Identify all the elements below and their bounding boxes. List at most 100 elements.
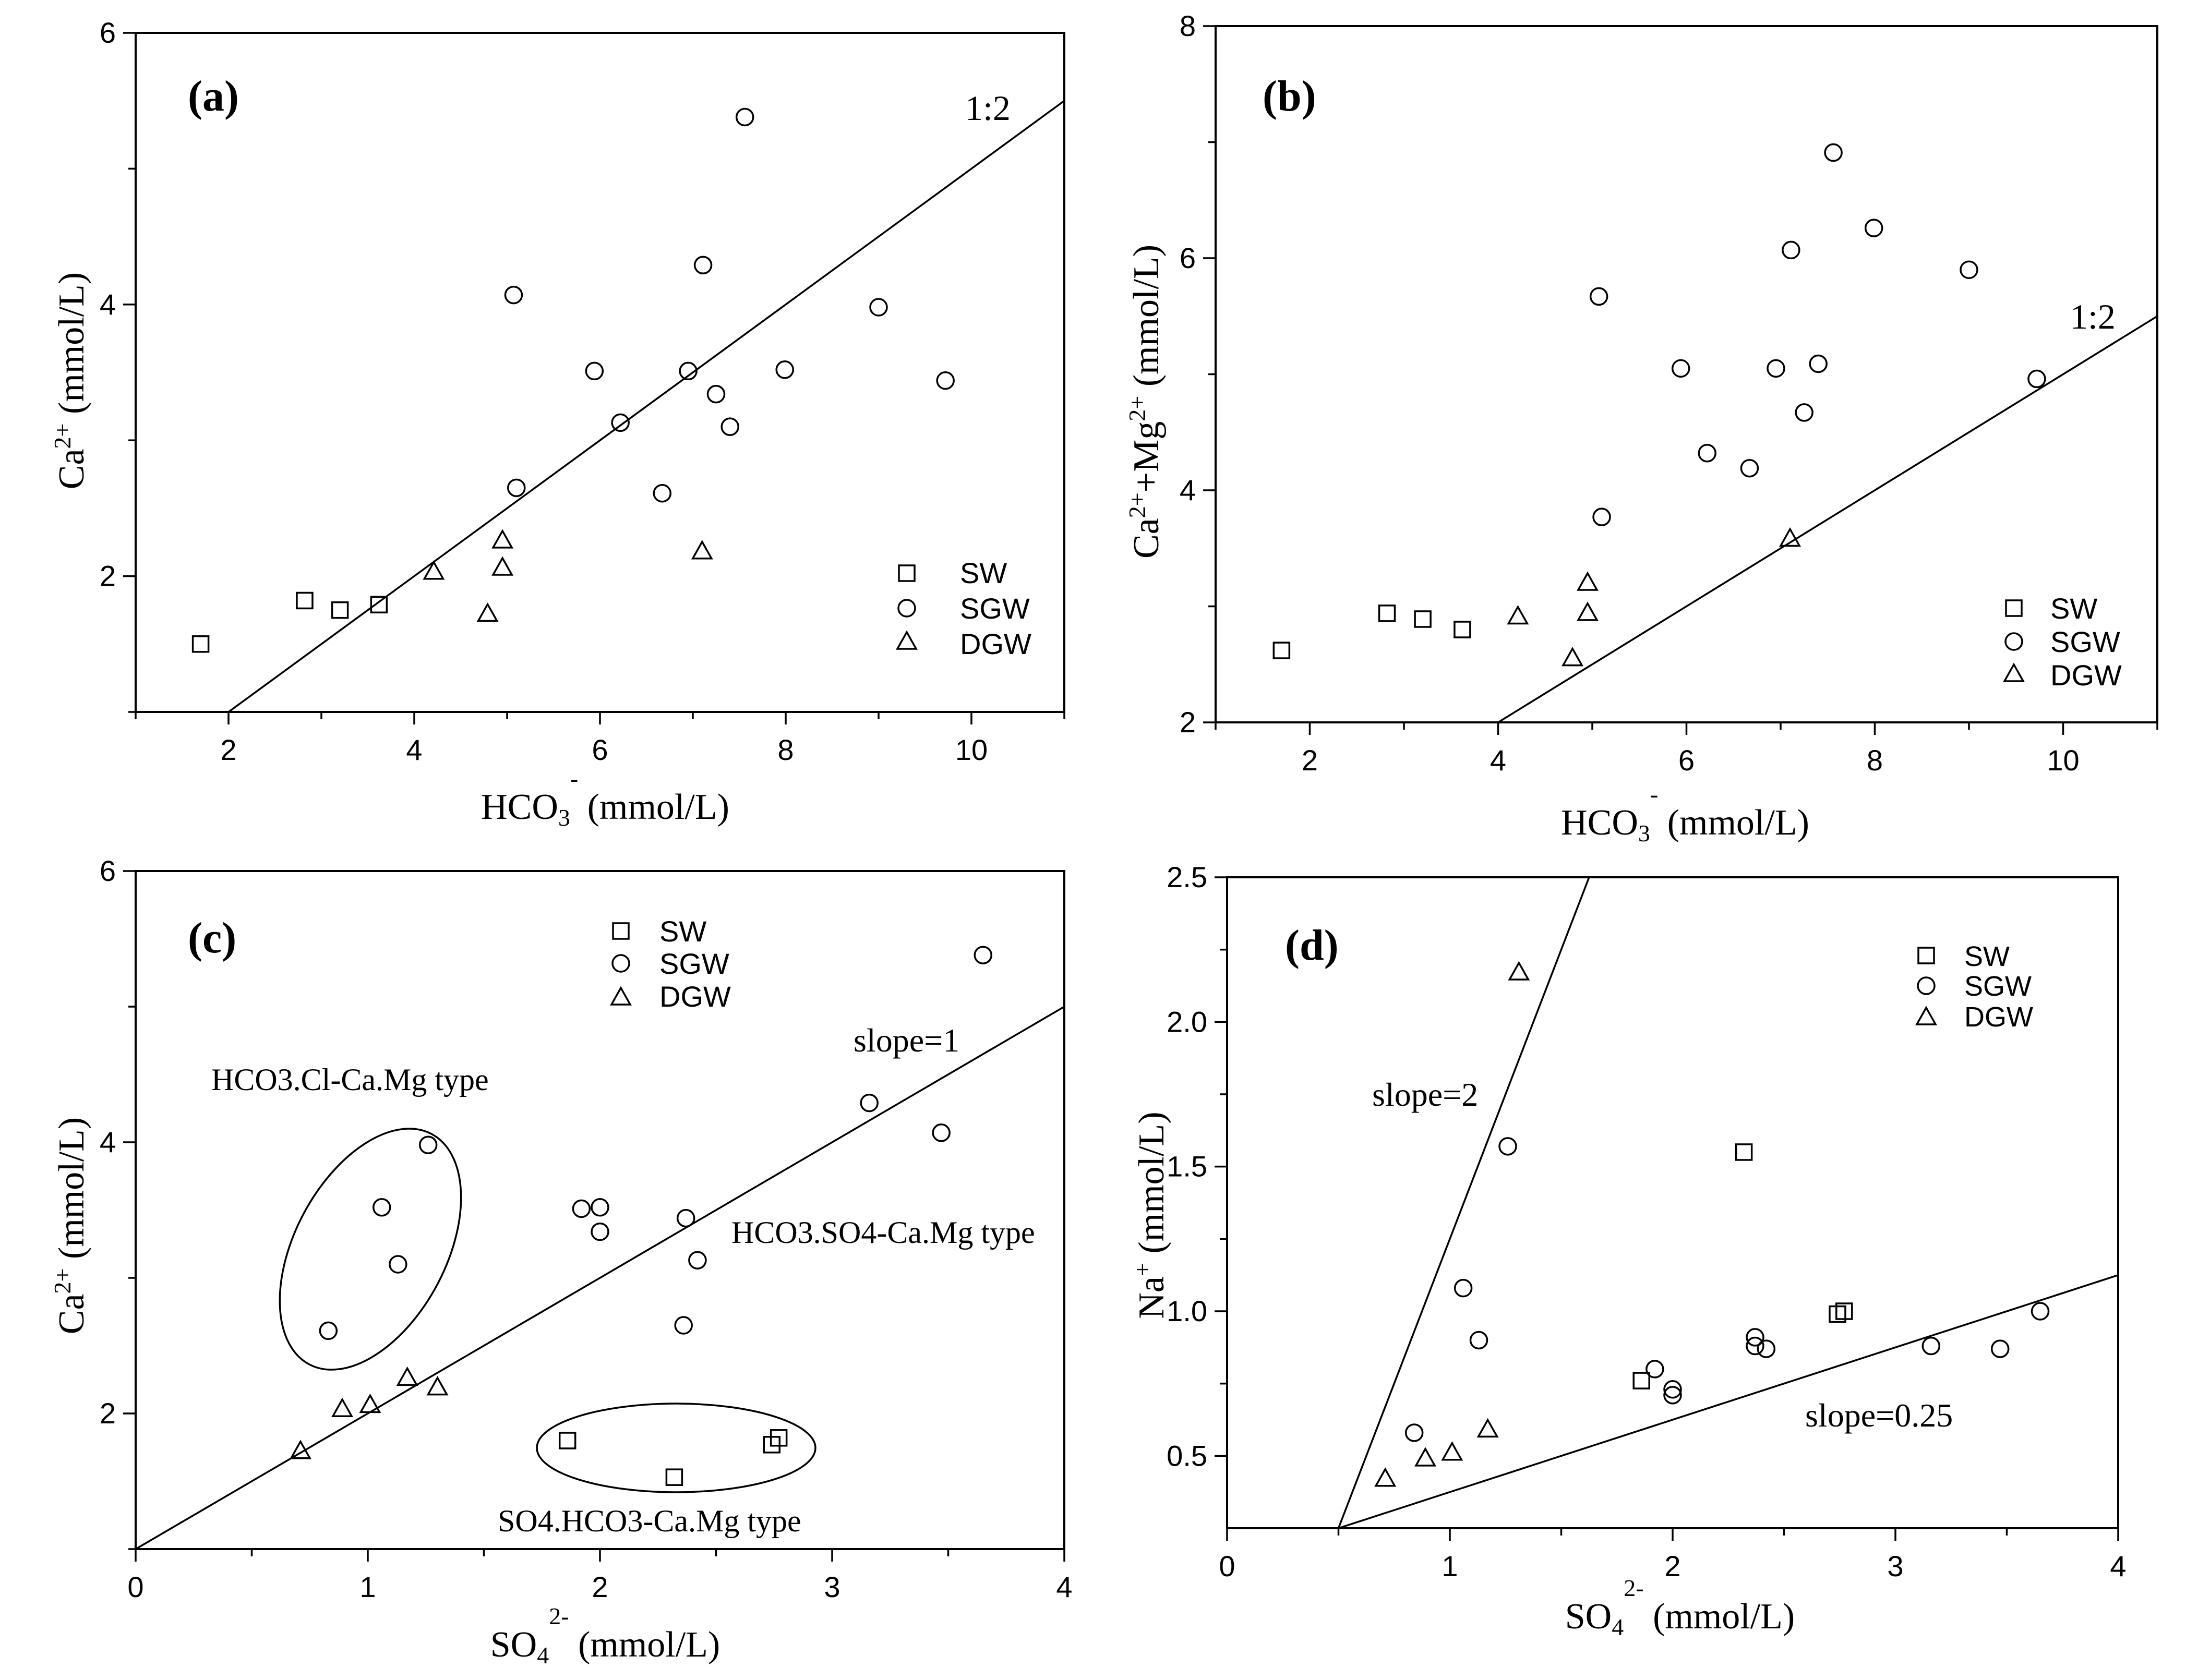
sgw-circle-marker bbox=[860, 1093, 879, 1113]
sw-square-marker bbox=[1414, 610, 1432, 628]
panel-c-markers bbox=[289, 946, 992, 1486]
panel-c-legend-label-dgw: DGW bbox=[659, 980, 731, 1013]
panel-a-legend: SW SGW DGW bbox=[896, 557, 1031, 660]
y-tick-label: 4 bbox=[1180, 474, 1196, 506]
sw-square-marker bbox=[1378, 605, 1396, 622]
dgw-triangle-marker bbox=[491, 529, 514, 549]
dgw-triangle-marker bbox=[1562, 647, 1584, 667]
panel-c-annotation-so4-hco3: SO4.HCO3-Ca.Mg type bbox=[498, 1504, 801, 1538]
dgw-triangle-marker bbox=[1507, 605, 1529, 625]
sgw-circle-marker bbox=[418, 1135, 438, 1154]
panel-d-reference-lines bbox=[1337, 877, 2119, 1529]
panel-b-legend-label-sgw: SGW bbox=[2050, 625, 2120, 658]
panel-a-markers bbox=[191, 107, 955, 653]
x-tick-label: 10 bbox=[955, 733, 988, 766]
sgw-circle-marker bbox=[1824, 143, 1843, 162]
panel-a-legend-entry-sgw: SGW bbox=[897, 592, 1030, 625]
sw-square-marker bbox=[296, 591, 314, 610]
sw-square-marker bbox=[1632, 1372, 1650, 1389]
sw-square-marker bbox=[1835, 1302, 1853, 1320]
y-tick-label: 6 bbox=[100, 16, 116, 49]
sgw-circle-marker bbox=[932, 1123, 951, 1142]
x-tick-label: 3 bbox=[824, 1570, 840, 1603]
panel-d-legend-entry-sgw: SGW bbox=[1917, 971, 2032, 1002]
legend-circle-marker bbox=[1917, 976, 1936, 995]
sgw-circle-marker bbox=[1757, 1339, 1776, 1358]
sgw-circle-marker bbox=[591, 1198, 609, 1217]
legend-triangle-marker bbox=[1915, 1006, 1937, 1025]
y-tick-label: 2.0 bbox=[1167, 1005, 1207, 1038]
y-tick-label: 1.0 bbox=[1167, 1295, 1207, 1327]
panel-c-legend-entry-sw: SW bbox=[612, 915, 706, 948]
panel-a-legend-entry-dgw: DGW bbox=[896, 627, 1031, 660]
panel-d-legend-label-dgw: DGW bbox=[1964, 1001, 2033, 1033]
sgw-circle-marker bbox=[585, 361, 604, 381]
reference-line bbox=[227, 100, 1065, 713]
sgw-circle-marker bbox=[372, 1198, 391, 1217]
dgw-triangle-marker bbox=[426, 1376, 449, 1396]
x-tick-label: 2 bbox=[220, 733, 236, 766]
panel-c-annotation-hco3-cl: HCO3.Cl-Ca.Mg type bbox=[211, 1062, 489, 1097]
sgw-circle-marker bbox=[572, 1199, 591, 1218]
sgw-circle-marker bbox=[319, 1321, 338, 1340]
sw-square-marker bbox=[665, 1468, 683, 1486]
dgw-triangle-marker bbox=[476, 602, 499, 622]
panel-c-legend-label-sw: SW bbox=[659, 915, 706, 948]
y-tick-label: 4 bbox=[100, 1126, 116, 1158]
panel-d-refline-label-shallow: slope=0.25 bbox=[1805, 1397, 1953, 1434]
panel-b-legend-entry-sw: SW bbox=[2005, 592, 2097, 625]
sgw-circle-marker bbox=[869, 298, 888, 317]
x-tick-label: 6 bbox=[1678, 744, 1695, 777]
x-tick-label: 2 bbox=[592, 1570, 608, 1603]
reference-line bbox=[1338, 1274, 2119, 1529]
sgw-circle-marker bbox=[1404, 1423, 1424, 1442]
sgw-circle-marker bbox=[1795, 403, 1813, 422]
panel-b-label: (b) bbox=[1263, 72, 1316, 120]
panel-a-plot-frame bbox=[135, 32, 1065, 713]
sgw-circle-marker bbox=[1809, 354, 1828, 373]
sgw-circle-marker bbox=[1746, 1336, 1764, 1356]
panel-d-legend: SW SGW DGW bbox=[1915, 941, 2033, 1033]
sgw-circle-marker bbox=[611, 413, 630, 432]
sgw-circle-marker bbox=[688, 1251, 707, 1270]
sgw-circle-marker bbox=[1469, 1331, 1488, 1350]
y-tick-label: 6 bbox=[1180, 241, 1196, 274]
sgw-circle-marker bbox=[1698, 444, 1716, 463]
x-tick-label: 4 bbox=[406, 733, 422, 766]
y-tick-label: 2 bbox=[100, 560, 116, 593]
panel-a-legend-label-dgw: DGW bbox=[960, 627, 1031, 660]
panel-d-legend-label-sgw: SGW bbox=[1964, 971, 2032, 1002]
panel-b-refline-label: 1:2 bbox=[2070, 297, 2116, 336]
sgw-circle-marker bbox=[1767, 359, 1785, 378]
reference-line bbox=[1337, 877, 1590, 1529]
panel-a-reference-lines bbox=[227, 100, 1065, 713]
legend-triangle-marker bbox=[896, 630, 918, 650]
y-tick-label: 2 bbox=[100, 1397, 116, 1430]
legend-circle-marker bbox=[2004, 632, 2023, 651]
dgw-triangle-marker bbox=[331, 1397, 354, 1417]
sgw-circle-marker bbox=[507, 478, 526, 498]
panel-d-x-axis-title: SO42- (mmol/L) bbox=[1565, 1575, 1795, 1640]
panel-a-legend-label-sw: SW bbox=[960, 557, 1007, 589]
panel-d-legend-label-sw: SW bbox=[1964, 941, 2010, 972]
sgw-circle-marker bbox=[674, 1316, 693, 1335]
sgw-circle-marker bbox=[1454, 1278, 1473, 1298]
sw-square-marker bbox=[331, 601, 349, 619]
panel-d-legend-entry-sw: SW bbox=[1917, 941, 2010, 972]
x-tick-label: 8 bbox=[777, 733, 794, 766]
dgw-triangle-marker bbox=[1441, 1441, 1463, 1461]
legend-square-marker bbox=[898, 564, 916, 582]
dgw-triangle-marker bbox=[396, 1366, 418, 1386]
panel-b-x-axis-title: HCO3- (mmol/L) bbox=[1561, 781, 1809, 847]
x-tick-label: 0 bbox=[127, 1570, 143, 1603]
panel-d-markers bbox=[1374, 961, 2050, 1487]
panel-a-x-axis-title: HCO3- (mmol/L) bbox=[481, 765, 729, 831]
panel-b-markers bbox=[1272, 143, 2046, 667]
sw-square-marker bbox=[370, 596, 388, 614]
panel-a-legend-entry-sw: SW bbox=[898, 557, 1007, 589]
sgw-circle-marker bbox=[693, 256, 713, 275]
panel-b-legend-label-dgw: DGW bbox=[2050, 659, 2122, 692]
sw-square-marker bbox=[558, 1432, 576, 1449]
reference-line bbox=[1497, 315, 2158, 723]
